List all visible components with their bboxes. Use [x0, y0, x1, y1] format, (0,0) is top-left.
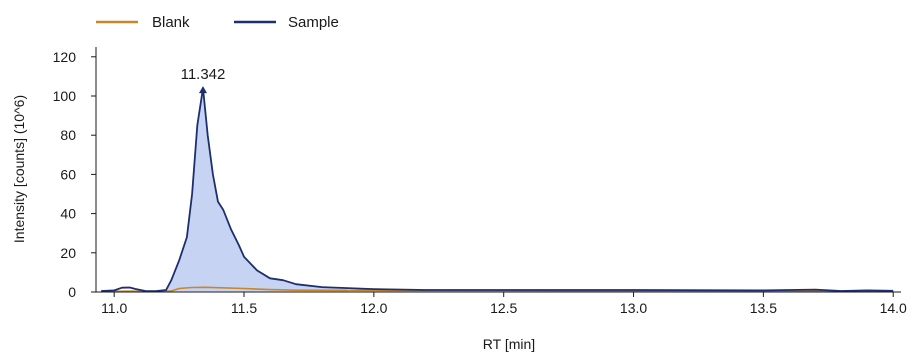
peak-apex-marker: [198, 86, 207, 94]
legend-label-sample: Sample: [288, 14, 339, 31]
y-axis-label: Intensity [counts] (10^6): [11, 95, 27, 243]
peak-annotation-label: 11.342: [181, 66, 226, 83]
y-tick-label: 20: [60, 245, 76, 261]
x-tick-label: 12.0: [360, 300, 387, 316]
x-tick-label: 13.0: [620, 300, 647, 316]
y-tick-label: 0: [68, 284, 76, 300]
plot-area: [101, 86, 894, 293]
x-tick-label: 11.5: [231, 300, 257, 316]
x-tick-label: 14.0: [880, 300, 907, 316]
y-axis-ticks: 0 20 40 60 80 100 120: [53, 49, 96, 300]
y-tick-label: 40: [60, 206, 76, 222]
y-tick-label: 60: [60, 166, 76, 182]
x-tick-label: 11.0: [101, 300, 127, 316]
legend: Blank Sample: [96, 14, 339, 31]
x-axis-label: RT [min]: [483, 336, 535, 352]
y-tick-label: 80: [60, 127, 76, 143]
y-tick-label: 100: [53, 88, 77, 104]
x-axis-ticks: 11.0 11.5 12.0 12.5 13.0 13.5 14.0: [101, 292, 907, 316]
legend-label-blank: Blank: [152, 14, 190, 31]
axes: 11.0 11.5 12.0 12.5 13.0 13.5 14.0 0 20 40 60 80 10…: [53, 47, 907, 316]
sample-series-line: [101, 87, 894, 293]
y-tick-label: 120: [53, 49, 77, 65]
x-tick-label: 13.5: [750, 300, 777, 316]
sample-area-fill: [165, 88, 349, 293]
x-tick-label: 12.5: [490, 300, 517, 316]
